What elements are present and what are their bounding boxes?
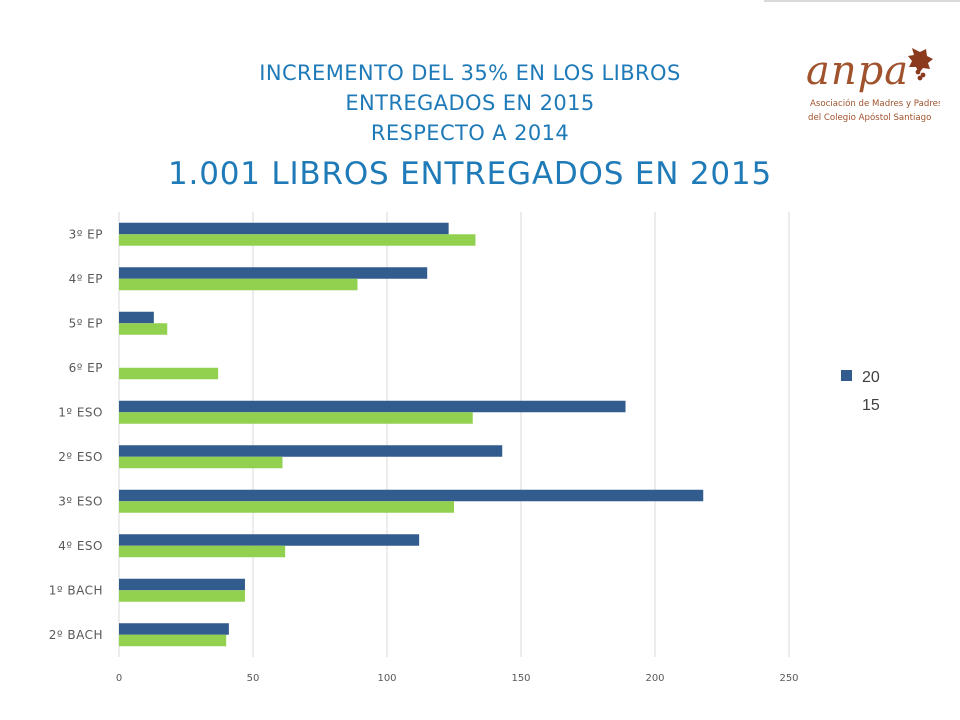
category-label: 2º ESO [58,450,103,464]
subtitle-line-3: RESPECTO A 2014 [370,121,570,145]
category-label: 2º BACH [49,628,103,642]
bar [119,578,245,591]
bar [119,311,154,324]
category-label: 5º EP [69,316,103,330]
x-tick-label: 0 [116,673,122,684]
category-labels: 3º EP 4º EP 5º EP 6º EP 1º ESO 2º ESO 3º ESO 4º… [49,227,103,642]
logo-wordmark: anpa [806,48,909,94]
bar [119,323,168,335]
x-tick-label: 250 [779,673,798,684]
x-tick-label: 150 [511,673,530,684]
legend-label-series-1: 20 [862,369,880,386]
bar [119,267,428,279]
category-label: 3º ESO [58,494,103,508]
bar [119,234,476,246]
top-divider [764,0,960,2]
subtitle-line-1: INCREMENTO DEL 35% EN LOS LIBROS [259,61,681,85]
category-label: 6º EP [69,361,103,375]
grape-leaf-icon [908,48,933,81]
legend: 20 15 [841,369,880,414]
bar [119,222,449,235]
category-label: 1º BACH [49,583,103,597]
bar [119,634,227,647]
legend-label-series-2: 15 [862,397,880,414]
category-label: 4º ESO [58,539,103,553]
x-tick-label: 100 [377,673,396,684]
title-block: INCREMENTO DEL 35% EN LOS LIBROS ENTREGA… [100,58,840,194]
category-label: 1º ESO [58,405,103,419]
bar [119,501,454,513]
x-tick-label: 50 [247,673,260,684]
logo-line-1: Asociación de Madres y Padres [810,98,940,109]
logo-line-2: del Colegio Apóstol Santiago [808,112,931,123]
bar [119,367,219,380]
bar-group [119,222,704,647]
anpa-logo: anpa Asociación de Madres y Padres del C… [800,42,940,142]
bar [119,400,626,413]
bar [119,278,358,291]
page-title: 1.001 LIBROS ENTREGADOS EN 2015 [168,156,772,192]
bar [119,445,503,457]
bar [119,590,245,602]
category-label: 4º EP [69,272,103,286]
x-tick-label: 200 [645,673,664,684]
bar [119,412,473,424]
bar [119,489,704,502]
x-tick-labels: 0 50 100 150 200 250 [116,673,799,684]
subtitle-line-2: ENTREGADOS EN 2015 [345,91,595,115]
bar [119,545,286,558]
legend-swatch-series-1 [841,370,852,381]
bar [119,456,283,469]
bar [119,623,229,635]
bar [119,534,420,546]
category-label: 3º EP [69,227,103,241]
